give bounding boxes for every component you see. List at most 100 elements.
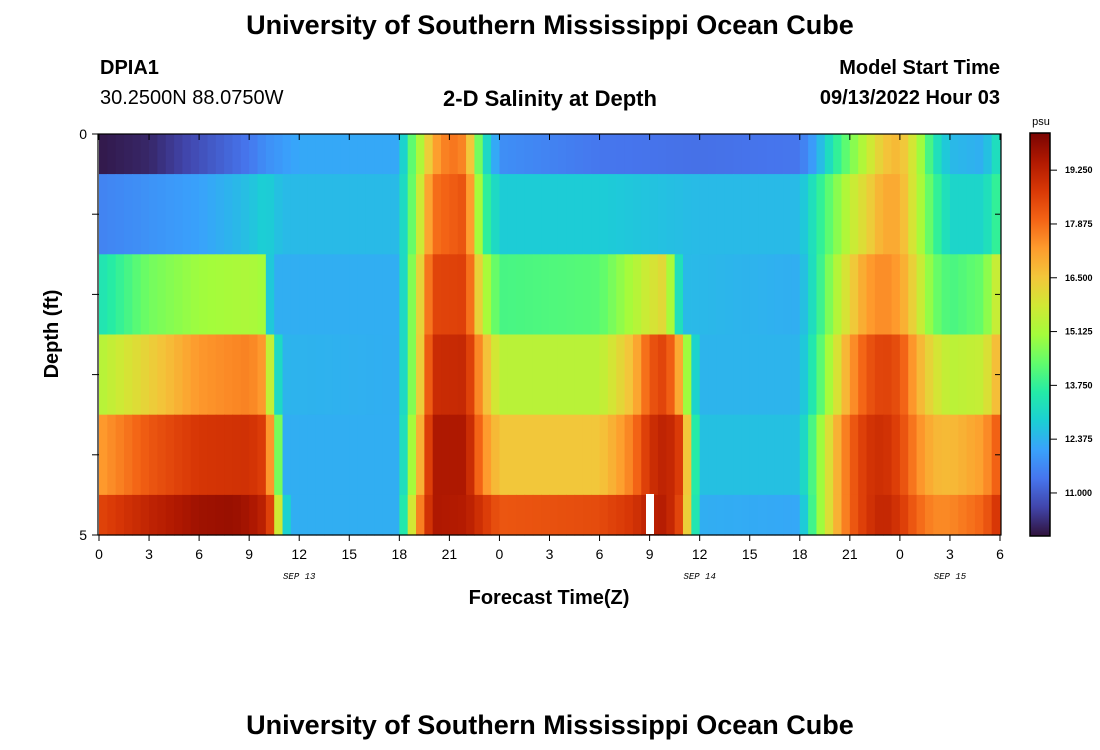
heatmap-cell	[933, 134, 943, 175]
heatmap-cell	[724, 134, 734, 175]
colorbar-tick-label: 17.875	[1065, 219, 1093, 229]
heatmap-cell	[582, 414, 592, 496]
heatmap-cell	[182, 254, 192, 336]
page-title: University of Southern Mississippi Ocean…	[246, 10, 854, 40]
heatmap-cell	[566, 254, 576, 336]
heatmap-cell	[582, 134, 592, 175]
heatmap-cell	[182, 414, 192, 496]
heatmap-cell	[124, 494, 133, 536]
heatmap-cell	[516, 134, 526, 175]
heatmap-cell	[249, 134, 259, 175]
heatmap-cell	[499, 134, 509, 175]
heatmap-cell	[240, 254, 250, 336]
heatmap-cell	[190, 334, 200, 416]
heatmap-cell	[582, 174, 592, 255]
heatmap-cell	[657, 494, 667, 536]
heatmap-cell	[774, 174, 784, 255]
heatmap-cell	[741, 134, 751, 175]
heatmap-cell	[382, 254, 392, 336]
heatmap-cell	[874, 334, 884, 416]
heatmap-cell	[332, 494, 342, 536]
heatmap-cell	[599, 494, 609, 536]
heatmap-cell	[224, 254, 234, 336]
heatmap-cell	[99, 174, 108, 255]
heatmap-cell	[858, 254, 868, 336]
heatmap-cell	[691, 134, 701, 175]
heatmap-cell	[641, 134, 651, 175]
heatmap-cell	[499, 254, 509, 336]
heatmap-cell	[582, 334, 592, 416]
heatmap-cell	[924, 134, 934, 175]
heatmap-cell	[299, 254, 309, 336]
heatmap-cell	[741, 254, 751, 336]
heatmap-cell	[866, 134, 876, 175]
heatmap-cell	[299, 494, 309, 536]
heatmap-cell	[249, 334, 259, 416]
heatmap-cell	[624, 494, 634, 536]
heatmap-cell	[99, 254, 108, 336]
heatmap-cell	[808, 494, 818, 536]
heatmap-cell	[541, 334, 551, 416]
heatmap-cell	[374, 494, 384, 536]
heatmap-cell	[482, 334, 492, 416]
heatmap-cell	[149, 414, 158, 496]
heatmap-cell	[766, 174, 776, 255]
heatmap-cell	[491, 334, 501, 416]
heatmap-cell	[983, 134, 993, 175]
x-tick-label: 0	[496, 546, 504, 562]
heatmap-cell	[157, 334, 167, 416]
heatmap-cell	[833, 414, 843, 496]
heatmap-cell	[416, 494, 425, 536]
heatmap-cell	[482, 134, 492, 175]
heatmap-cell	[557, 174, 567, 255]
heatmap-cell	[607, 334, 617, 416]
heatmap-cell	[140, 414, 150, 496]
heatmap-cell	[691, 414, 701, 496]
heatmap-cell	[766, 254, 776, 336]
heatmap-cell	[365, 174, 375, 255]
heatmap-cell	[115, 494, 125, 536]
heatmap-cell	[941, 494, 951, 536]
heatmap-cell	[390, 334, 400, 416]
heatmap-cell	[949, 334, 959, 416]
heatmap-cell	[407, 134, 417, 175]
heatmap-cell	[824, 254, 834, 336]
heatmap-cell	[774, 134, 784, 175]
heatmap-cell	[741, 494, 751, 536]
heatmap-cell	[365, 254, 375, 336]
heatmap-cell	[199, 174, 209, 255]
heatmap-cell	[774, 414, 784, 496]
heatmap-cell	[124, 334, 133, 416]
heatmap-cell	[758, 334, 767, 416]
heatmap-layers	[99, 134, 1001, 536]
heatmap-cell	[240, 414, 250, 496]
heatmap-cell	[390, 134, 400, 175]
heatmap-cell	[674, 134, 684, 175]
heatmap-cell	[449, 334, 459, 416]
heatmap-cell	[599, 134, 609, 175]
heatmap-cell	[249, 254, 259, 336]
heatmap-cell	[716, 174, 726, 255]
heatmap-cell	[874, 134, 884, 175]
x-tick-label: 6	[996, 546, 1004, 562]
heatmap-cell	[357, 414, 367, 496]
heatmap-cell	[749, 134, 759, 175]
heatmap-cell	[699, 254, 709, 336]
heatmap-cell	[282, 414, 292, 496]
heatmap-cell	[124, 134, 133, 175]
heatmap-cell	[441, 334, 450, 416]
heatmap-cell	[457, 254, 467, 336]
heatmap-cell	[849, 414, 859, 496]
heatmap-cell	[107, 494, 117, 536]
heatmap-cell	[507, 174, 517, 255]
heatmap-cell	[816, 414, 826, 496]
heatmap-cell	[699, 414, 709, 496]
heatmap-cell	[691, 254, 701, 336]
heatmap-cell	[758, 134, 767, 175]
heatmap-cell	[691, 334, 701, 416]
heatmap-cell	[449, 174, 459, 255]
heatmap-cell	[190, 174, 200, 255]
heatmap-cell	[933, 494, 943, 536]
heatmap-cell	[682, 254, 692, 336]
heatmap-cell	[724, 494, 734, 536]
